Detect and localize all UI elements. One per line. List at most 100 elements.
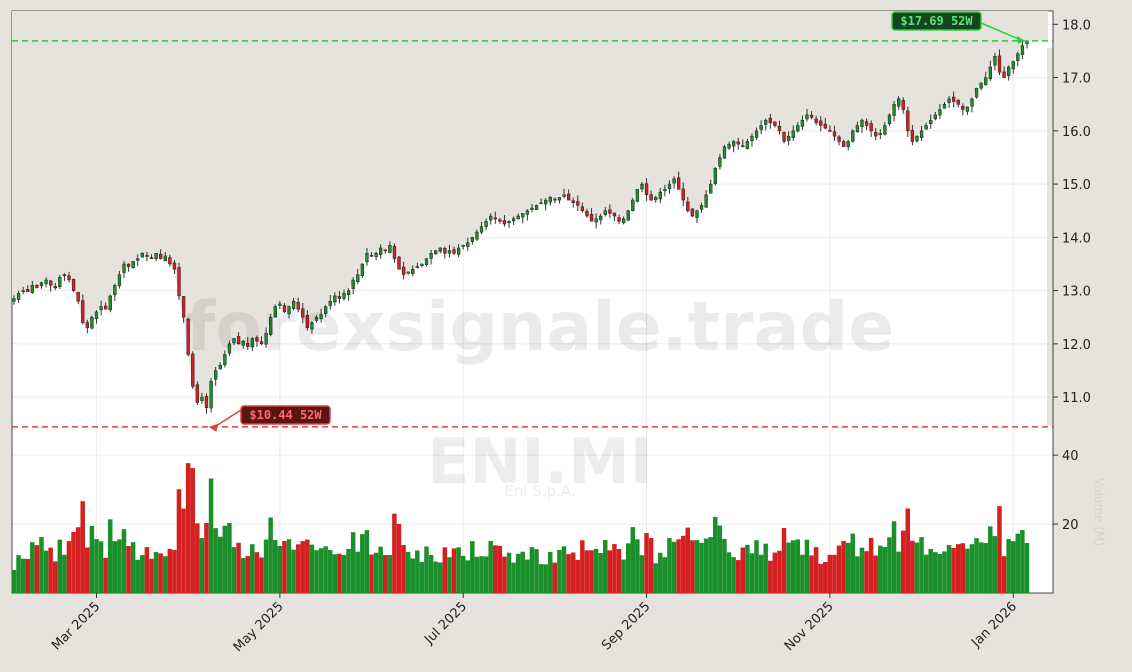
candle-body: [727, 143, 731, 149]
volume-bar: [612, 544, 617, 593]
candle-body: [722, 146, 727, 159]
volume-bar: [942, 551, 947, 593]
candle-body: [777, 125, 782, 132]
volume-bar: [832, 554, 837, 593]
candle-body: [993, 56, 997, 66]
candle-body: [901, 100, 905, 110]
volume-bar: [896, 551, 901, 593]
candle-body: [259, 341, 264, 345]
volume-bar: [1010, 541, 1016, 593]
volume-bar: [988, 526, 993, 593]
volume-bar: [240, 558, 246, 593]
volume-bar: [717, 525, 723, 593]
candle-body: [484, 221, 488, 227]
volume-bar: [781, 528, 787, 593]
candle-body: [16, 292, 21, 300]
candle-body: [204, 396, 209, 408]
volume-bar: [607, 550, 613, 593]
candle-body: [892, 103, 896, 116]
volume-bar: [864, 551, 869, 593]
volume-bar: [1024, 542, 1030, 593]
high-52w-badge: [891, 11, 982, 31]
candle-body: [686, 201, 690, 211]
volume-bar: [39, 537, 44, 593]
volume-bar: [16, 555, 21, 593]
candle-body: [1006, 66, 1011, 76]
candle-body: [1011, 61, 1015, 70]
candle-body: [585, 211, 589, 217]
watermark: forexsignale.trade ENI.MI Eni S.p.A. Vol…: [186, 288, 1106, 546]
volume-bar: [195, 523, 200, 593]
volume-bar: [965, 548, 970, 593]
price-tick-label: 15.0: [1062, 178, 1091, 193]
volume-bar: [543, 564, 548, 593]
candle-body: [599, 215, 603, 221]
candle-body: [337, 296, 342, 299]
candle-body: [841, 141, 846, 148]
volume-bar: [644, 532, 649, 593]
candle-body: [851, 130, 855, 142]
volume-bar: [580, 540, 585, 593]
candle-body: [131, 261, 135, 268]
volume-bar: [616, 548, 622, 593]
watermark-company: Eni S.p.A.: [504, 482, 575, 500]
volume-bar: [323, 546, 328, 593]
volume-bar: [561, 546, 567, 593]
candle-body: [438, 247, 442, 252]
volume-bar: [745, 544, 750, 593]
low-52w-label: $10.44 52W: [249, 408, 322, 422]
candle-body: [291, 300, 296, 309]
volume-bar: [199, 538, 205, 593]
volume-bar: [497, 545, 503, 593]
candle-body: [764, 119, 768, 125]
candle-body: [342, 292, 346, 299]
volume-bar: [291, 549, 296, 593]
volume-bar: [552, 562, 558, 593]
volume-bar: [419, 562, 425, 593]
candle-body: [557, 197, 562, 201]
candle-body: [805, 114, 809, 120]
candle-body: [227, 343, 232, 354]
candle-body: [736, 141, 740, 145]
candle-body: [113, 284, 117, 296]
volume-bar: [474, 556, 480, 593]
volume-bar: [534, 549, 539, 593]
volume-bar: [295, 544, 301, 593]
volume-bar: [621, 559, 626, 593]
volume-bar: [483, 556, 489, 593]
candle-body: [319, 314, 323, 319]
volume-bar: [882, 546, 888, 593]
candle-body: [126, 263, 131, 267]
candle-body: [521, 213, 525, 218]
candle-body: [718, 157, 722, 167]
candle-body: [640, 183, 644, 190]
volume-bar: [598, 553, 603, 593]
volume-bar: [997, 506, 1002, 593]
price-tick-label: 16.0: [1062, 125, 1091, 140]
volume-bar: [488, 540, 493, 593]
candle-body: [961, 106, 965, 110]
candle-body: [562, 194, 566, 197]
volume-bar: [396, 523, 402, 593]
candle-body: [731, 141, 736, 147]
right-shade-strip: [1047, 48, 1053, 426]
candle-body: [365, 253, 369, 263]
volume-bar: [52, 561, 58, 593]
volume-bar: [914, 542, 920, 593]
candle-body: [924, 125, 928, 130]
candle-body: [67, 275, 71, 281]
volume-bar: [465, 560, 470, 593]
volume-bar: [680, 535, 686, 593]
volume-bar: [360, 534, 365, 593]
volume-bar: [923, 554, 929, 593]
candle-body: [566, 193, 571, 201]
candle-body: [379, 247, 383, 255]
volume-bar: [318, 548, 324, 593]
volume-bar: [708, 537, 713, 593]
volume-bar: [369, 554, 374, 593]
volume-bar: [135, 559, 140, 593]
volume-bar: [121, 529, 127, 593]
watermark-volume-label: Volume (M): [1092, 478, 1106, 546]
